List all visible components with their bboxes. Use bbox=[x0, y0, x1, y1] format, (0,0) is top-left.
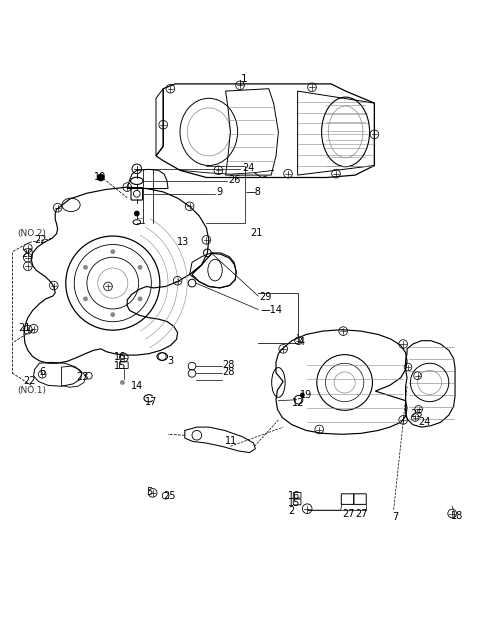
Text: 10: 10 bbox=[94, 173, 106, 183]
Text: 7: 7 bbox=[393, 512, 399, 522]
Text: —14: —14 bbox=[260, 305, 282, 316]
Circle shape bbox=[83, 297, 88, 301]
Text: 26: 26 bbox=[228, 175, 241, 185]
Text: 11: 11 bbox=[225, 436, 237, 446]
Text: (NO.2): (NO.2) bbox=[17, 229, 46, 238]
Text: 24: 24 bbox=[242, 163, 255, 173]
Text: 15: 15 bbox=[114, 361, 127, 371]
Text: 22: 22 bbox=[35, 235, 47, 245]
Text: 13: 13 bbox=[177, 237, 189, 248]
Text: 5: 5 bbox=[146, 487, 153, 497]
Circle shape bbox=[300, 392, 305, 397]
Text: 23: 23 bbox=[76, 371, 88, 382]
Text: 15: 15 bbox=[288, 498, 300, 508]
Text: 20: 20 bbox=[22, 249, 34, 259]
Text: 12: 12 bbox=[292, 398, 304, 408]
Circle shape bbox=[120, 380, 125, 385]
Circle shape bbox=[138, 297, 143, 301]
Text: 24: 24 bbox=[419, 417, 431, 427]
Text: 16: 16 bbox=[288, 491, 300, 501]
Circle shape bbox=[134, 210, 140, 217]
Text: 21: 21 bbox=[251, 228, 263, 238]
Circle shape bbox=[138, 265, 143, 270]
Text: 16: 16 bbox=[114, 352, 127, 361]
Circle shape bbox=[83, 265, 88, 270]
Text: 28: 28 bbox=[223, 360, 235, 370]
Text: 2: 2 bbox=[288, 506, 294, 516]
Text: (NO.1): (NO.1) bbox=[17, 386, 46, 395]
Text: —8: —8 bbox=[246, 188, 262, 197]
Circle shape bbox=[97, 174, 105, 181]
Circle shape bbox=[110, 249, 115, 254]
Text: 14: 14 bbox=[131, 381, 143, 391]
Text: 6: 6 bbox=[39, 367, 46, 377]
Text: 1: 1 bbox=[241, 74, 248, 84]
Text: 25: 25 bbox=[410, 409, 423, 419]
Text: 18: 18 bbox=[451, 511, 464, 521]
Text: 3: 3 bbox=[167, 357, 173, 366]
Text: 17: 17 bbox=[145, 397, 157, 407]
Text: 4: 4 bbox=[299, 337, 305, 347]
Text: 22: 22 bbox=[23, 376, 36, 386]
Text: 27: 27 bbox=[343, 509, 355, 519]
Text: 19: 19 bbox=[300, 390, 312, 400]
Text: 28: 28 bbox=[223, 368, 235, 378]
Text: 29: 29 bbox=[259, 293, 272, 303]
Text: 9: 9 bbox=[216, 188, 222, 197]
Text: 25: 25 bbox=[163, 491, 176, 501]
Text: 21: 21 bbox=[18, 322, 31, 333]
Circle shape bbox=[110, 312, 115, 317]
Text: 27: 27 bbox=[355, 509, 368, 519]
